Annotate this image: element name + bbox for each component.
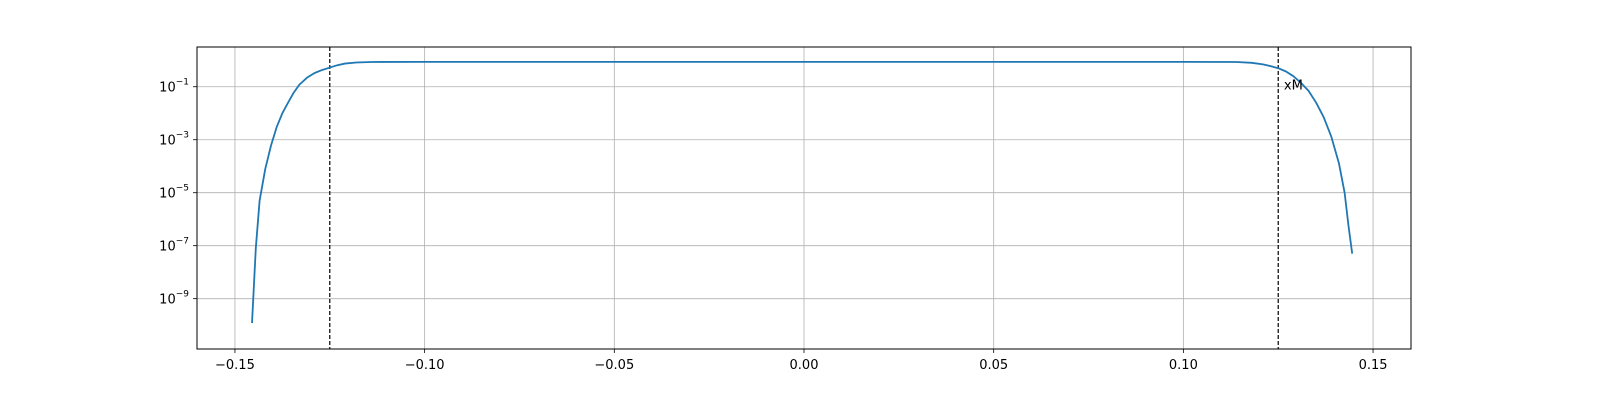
x-tick-label: 0.00 xyxy=(790,358,819,373)
grid xyxy=(197,47,1411,349)
annotation-label: xM xyxy=(1284,79,1303,94)
y-axis-ticks: 10−910−710−510−310−1 xyxy=(159,78,197,308)
y-tick-label: 10−7 xyxy=(159,237,189,255)
y-tick-exponent: −5 xyxy=(176,184,189,194)
x-tick-label: −0.05 xyxy=(594,358,634,373)
x-tick-label: 0.10 xyxy=(1169,358,1198,373)
y-tick-exponent: −3 xyxy=(176,131,189,141)
y-tick-base: 10 xyxy=(159,293,176,308)
y-tick-label: 10−1 xyxy=(159,78,189,96)
y-tick-exponent: −7 xyxy=(176,237,189,247)
y-tick-exponent: −9 xyxy=(176,290,190,300)
y-tick-exponent: −1 xyxy=(176,78,189,88)
y-tick-label: 10−5 xyxy=(159,184,189,202)
x-tick-label: −0.10 xyxy=(405,358,445,373)
y-tick-base: 10 xyxy=(159,134,176,149)
y-tick-label: 10−9 xyxy=(159,290,189,308)
series-layer xyxy=(251,60,1354,324)
series-line xyxy=(251,60,1354,324)
x-tick-label: 0.15 xyxy=(1359,358,1388,373)
y-tick-base: 10 xyxy=(159,240,176,255)
annotations: xM xyxy=(1284,79,1303,94)
y-tick-base: 10 xyxy=(159,81,176,96)
x-tick-label: −0.15 xyxy=(215,358,255,373)
y-tick-base: 10 xyxy=(159,187,176,202)
y-tick-label: 10−3 xyxy=(159,131,189,149)
x-tick-label: 0.05 xyxy=(979,358,1008,373)
vertical-reference-lines xyxy=(329,47,1279,349)
x-axis-ticks: −0.15 −0.10 −0.05 0.00 0.05 0.10 0.15 xyxy=(215,349,1388,373)
